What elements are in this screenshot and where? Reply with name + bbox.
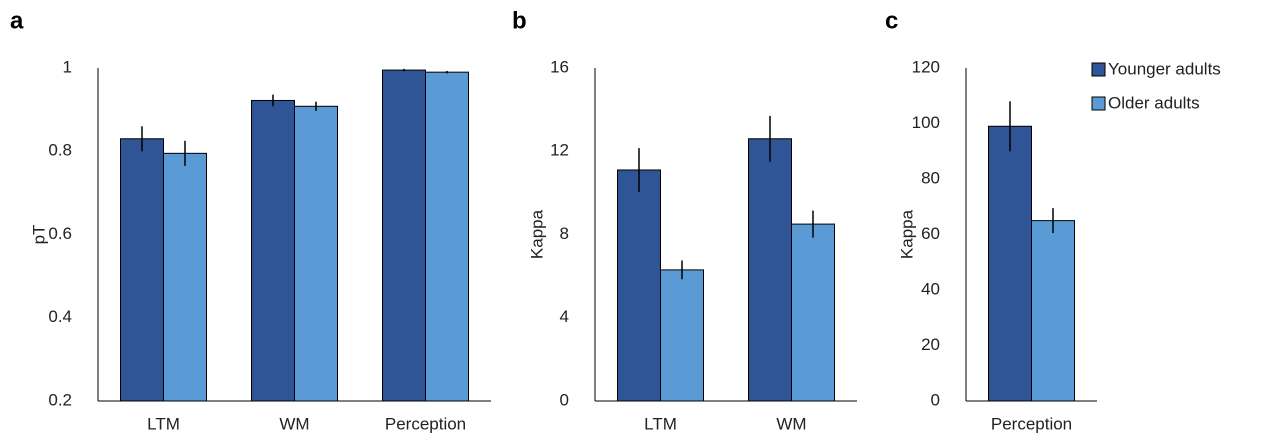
y-tick-label: 120 bbox=[912, 57, 940, 76]
bar bbox=[791, 223, 835, 402]
y-tick-label: 80 bbox=[921, 168, 940, 187]
bar bbox=[425, 71, 469, 402]
x-tick-label: LTM bbox=[147, 414, 180, 433]
y-tick-label: 8 bbox=[560, 224, 569, 243]
legend-label: Older adults bbox=[1108, 93, 1200, 112]
y-tick-label: 40 bbox=[921, 279, 940, 298]
x-tick-label: WM bbox=[279, 414, 309, 433]
bar bbox=[1031, 220, 1075, 402]
y-tick-label: 0.4 bbox=[48, 307, 72, 326]
bar bbox=[748, 138, 792, 402]
x-tick-label: WM bbox=[776, 414, 806, 433]
y-axis-title: Kappa bbox=[527, 209, 546, 259]
bar bbox=[988, 125, 1032, 402]
legend-label: Younger adults bbox=[1108, 59, 1221, 78]
y-tick-label: 12 bbox=[550, 141, 569, 160]
bar bbox=[617, 169, 661, 402]
y-tick-label: 0 bbox=[931, 390, 940, 409]
y-tick-label: 1 bbox=[63, 57, 72, 76]
y-tick-label: 20 bbox=[921, 335, 940, 354]
y-tick-label: 0.8 bbox=[48, 141, 72, 160]
bar bbox=[294, 105, 338, 402]
panel-label: c bbox=[885, 7, 898, 34]
y-tick-label: 0.6 bbox=[48, 224, 72, 243]
bar bbox=[382, 69, 426, 402]
y-tick-label: 100 bbox=[912, 113, 940, 132]
x-tick-label: Perception bbox=[385, 414, 466, 433]
bar bbox=[660, 269, 704, 402]
y-tick-label: 4 bbox=[560, 307, 569, 326]
bar bbox=[163, 152, 207, 402]
legend-swatch bbox=[1091, 62, 1106, 77]
y-tick-label: 0 bbox=[560, 390, 569, 409]
y-tick-label: 60 bbox=[921, 224, 940, 243]
legend-swatch bbox=[1091, 96, 1106, 111]
x-tick-label: LTM bbox=[644, 414, 677, 433]
bar bbox=[120, 138, 164, 402]
y-axis-title: Kappa bbox=[897, 209, 916, 259]
panel-label: b bbox=[512, 7, 527, 34]
x-tick-label: Perception bbox=[991, 414, 1072, 433]
y-axis-title: pT bbox=[29, 225, 48, 245]
panel-label: a bbox=[10, 7, 24, 34]
bar bbox=[251, 99, 295, 402]
y-tick-label: 0.2 bbox=[48, 390, 72, 409]
y-tick-label: 16 bbox=[550, 57, 569, 76]
